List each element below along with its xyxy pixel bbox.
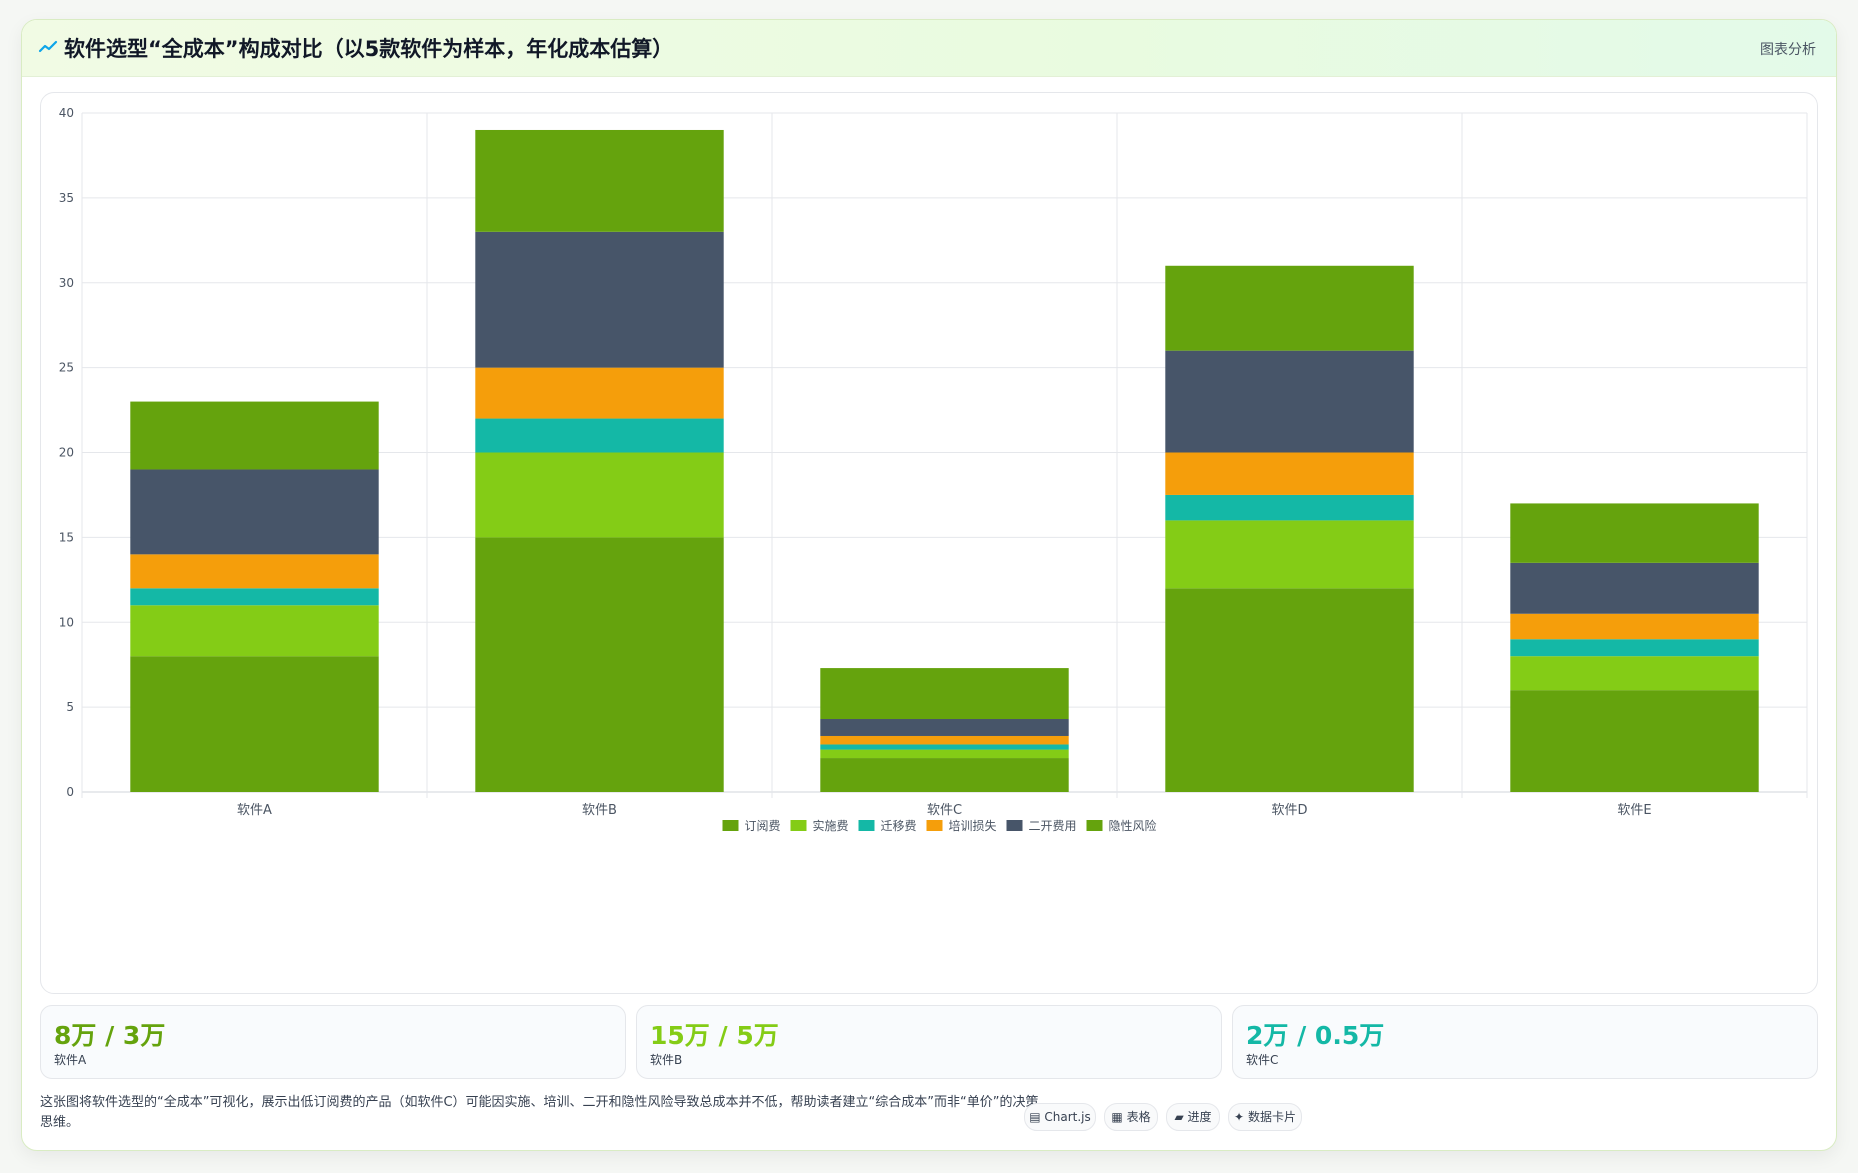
y-tick-label: 0 (66, 785, 74, 799)
bar-segment (130, 605, 379, 657)
chip-label: 数据卡片 (1247, 1110, 1296, 1124)
chart-description: 这张图将软件选型的“全成本”可视化，展示出低订阅费的产品（如软件C）可能因实施、… (40, 1095, 1039, 1130)
bar-segment (475, 129, 724, 232)
bar-segment (130, 469, 379, 555)
bar-segment (1510, 562, 1759, 614)
legend-swatch (722, 820, 739, 831)
progress-icon: ▰ (1174, 1110, 1184, 1124)
stat-value: 8万 / 3万 (54, 1021, 166, 1050)
chip-progress[interactable]: ▰ 进度 (1166, 1103, 1220, 1131)
bar-segment (475, 367, 724, 419)
chip-label: 表格 (1126, 1110, 1151, 1124)
bar-segment (475, 452, 724, 538)
chip-label: Chart.js (1044, 1110, 1091, 1124)
y-tick-label: 40 (59, 106, 74, 120)
chip-data-card[interactable]: ✦ 数据卡片 (1228, 1103, 1302, 1131)
bar-segment (1165, 494, 1414, 521)
bar-segment (1165, 588, 1414, 792)
bar-segment (130, 588, 379, 606)
legend-label: 隐性风险 (1109, 818, 1157, 833)
y-tick-label: 15 (59, 530, 74, 544)
x-tick-label: 软件B (582, 803, 617, 818)
stat-value: 15万 / 5万 (650, 1021, 779, 1050)
y-tick-label: 20 (59, 446, 74, 460)
y-tick-label: 30 (59, 276, 74, 290)
legend-label: 二开费用 (1029, 819, 1077, 833)
table-icon: ▦ (1111, 1110, 1123, 1124)
stat-label: 软件B (650, 1053, 683, 1067)
stat-label: 软件A (54, 1053, 87, 1067)
card-header: 软件选型“全成本”构成对比（以5款软件为样本，年化成本估算） 图表分析 (22, 20, 1836, 77)
bar-segment (1165, 520, 1414, 589)
chip-table[interactable]: ▦ 表格 (1104, 1103, 1158, 1131)
chart-logo-icon (38, 40, 58, 53)
x-tick-label: 软件A (237, 803, 272, 818)
bar-segment (820, 719, 1069, 736)
x-tick-label: 软件E (1617, 803, 1651, 818)
x-tick-label: 软件D (1271, 803, 1307, 818)
bar-segment (1510, 690, 1759, 792)
stat-value: 2万 / 0.5万 (1246, 1021, 1385, 1050)
stat-card-c: 2万 / 0.5万 软件C (1232, 1005, 1818, 1079)
bar-segment (130, 656, 379, 792)
y-tick-label: 25 (59, 361, 74, 375)
legend-swatch (1006, 820, 1023, 831)
stat-label: 软件C (1246, 1053, 1279, 1067)
bar-segment (820, 749, 1069, 759)
legend-label: 实施费 (813, 818, 849, 833)
bar-segment (1510, 503, 1759, 563)
bar-segment (475, 418, 724, 453)
chart-card: 软件选型“全成本”构成对比（以5款软件为样本，年化成本估算） 图表分析 0 5 10… (21, 19, 1837, 1151)
stacked-bar-chart: 0 5 10 15 20 25 30 35 40 软件A 软件B 软件C 软件D 软件E 订阅费 实施费 迁移费… (59, 106, 1808, 833)
legend-label: 培训损失 (949, 818, 997, 833)
x-tick-label: 软件C (927, 803, 962, 818)
bar-segment (1165, 350, 1414, 453)
chart-title: 软件选型“全成本”构成对比（以5款软件为样本，年化成本估算） (64, 37, 674, 61)
bar-segment (1510, 639, 1759, 657)
stat-card-a: 8万 / 3万 软件A (40, 1005, 626, 1079)
stats-row: 8万 / 3万 软件A 15万 / 5万 软件B 2万 / 0.5万 软件C (40, 1005, 1818, 1079)
y-tick-label: 10 (59, 615, 74, 629)
legend-label: 迁移费 (881, 819, 917, 833)
bar-segment (1510, 656, 1759, 691)
y-tick-label: 35 (59, 191, 74, 205)
bar-segment (820, 668, 1069, 720)
chart-container: 0 5 10 15 20 25 30 35 40 软件A 软件B 软件C 软件D 软件E 订阅费 实施费 迁移费… (40, 92, 1818, 994)
legend-swatch (790, 820, 807, 831)
legend-label: 订阅费 (745, 819, 781, 833)
legend-swatch (926, 820, 943, 831)
bar-segment (130, 554, 379, 589)
bar-segment (820, 758, 1069, 792)
card-icon: ✦ (1234, 1110, 1245, 1124)
bar-segment (475, 231, 724, 368)
legend-swatch (858, 820, 875, 831)
chip-chartjs[interactable]: ▤ Chart.js (1024, 1103, 1096, 1131)
bar-segment (130, 401, 379, 470)
bar-segment (475, 537, 724, 792)
bar-segment (1165, 265, 1414, 351)
stat-card-b: 15万 / 5万 软件B (636, 1005, 1222, 1079)
bar-segment (820, 744, 1069, 750)
chart-analysis-button[interactable]: 图表分析 (1760, 42, 1816, 58)
bar-segment (820, 735, 1069, 745)
bar-segment (1165, 452, 1414, 495)
chart-icon: ▤ (1029, 1110, 1041, 1124)
legend-swatch (1086, 820, 1103, 831)
bar-segment (1510, 613, 1759, 640)
chip-label: 进度 (1187, 1110, 1212, 1124)
y-tick-label: 5 (66, 700, 74, 714)
